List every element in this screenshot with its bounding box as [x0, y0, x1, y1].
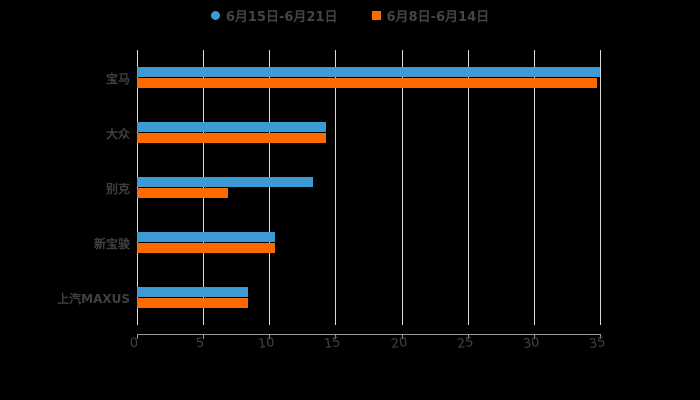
gridline: [600, 50, 601, 325]
x-tick: [600, 334, 601, 339]
gridline: [468, 50, 469, 325]
x-tick: [137, 334, 138, 339]
legend-item-series-1[interactable]: 6月15日-6月21日: [210, 6, 338, 25]
gridline: [335, 50, 336, 325]
bar-2[interactable]: [137, 133, 327, 143]
bar-2[interactable]: [137, 188, 229, 198]
bar-2[interactable]: [137, 298, 249, 308]
bar-2[interactable]: [137, 78, 598, 88]
plot-area: [137, 50, 601, 325]
x-tick: [203, 334, 204, 339]
x-tick-label: 30: [522, 334, 541, 353]
legend-label: 6月15日-6月21日: [225, 10, 338, 25]
x-tick-label: 15: [323, 334, 342, 353]
gridline: [269, 50, 270, 325]
bar-2[interactable]: [137, 243, 275, 253]
x-tick-label: 35: [588, 334, 607, 353]
bar-1[interactable]: [137, 177, 313, 187]
gridline: [203, 50, 204, 325]
y-category-label: 上汽MAXUS: [57, 292, 130, 306]
x-tick: [402, 334, 403, 339]
x-tick-label: 25: [456, 334, 475, 353]
chart-legend: 6月15日-6月21日 6月8日-6月14日: [0, 6, 700, 25]
bar-1[interactable]: [137, 287, 249, 297]
series-2-marker-icon: [371, 11, 381, 20]
x-tick-label: 10: [257, 334, 276, 353]
x-tick: [335, 334, 336, 339]
bar-1[interactable]: [137, 232, 275, 242]
x-tick-label: 20: [390, 334, 409, 353]
y-category-label: 别克: [105, 182, 130, 196]
gridline: [534, 50, 535, 325]
gridline: [402, 50, 403, 325]
x-axis-line: [137, 334, 601, 335]
bar-1[interactable]: [137, 67, 600, 77]
y-category-label: 新宝骏: [93, 237, 130, 251]
gridline: [137, 50, 138, 325]
legend-label: 6月8日-6月14日: [386, 10, 490, 25]
bar-1[interactable]: [137, 122, 327, 132]
y-category-label: 宝马: [105, 72, 130, 86]
y-category-label: 大众: [105, 127, 130, 141]
x-tick: [468, 334, 469, 339]
x-tick: [534, 334, 535, 339]
series-1-marker-icon: [210, 11, 220, 20]
legend-item-series-2[interactable]: 6月8日-6月14日: [371, 6, 490, 25]
x-tick: [269, 334, 270, 339]
